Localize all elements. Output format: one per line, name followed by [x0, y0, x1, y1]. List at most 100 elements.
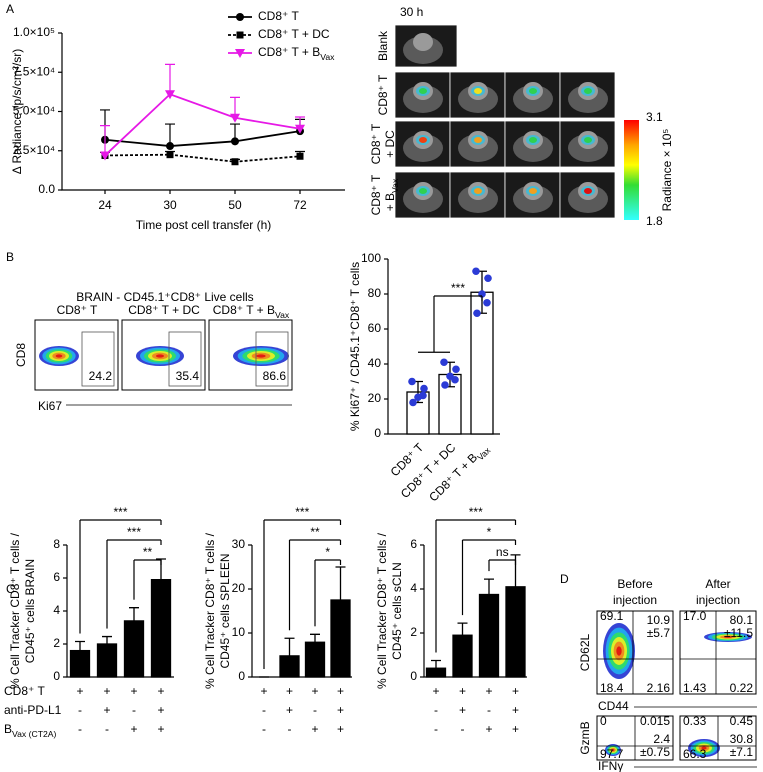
quadrant-value: ±5.7 [647, 626, 671, 640]
row-label-sub: Vax [390, 178, 400, 193]
quadrant-value: 69.1 [600, 609, 624, 623]
significance-label: *** [451, 281, 465, 295]
data-point [420, 384, 428, 393]
bar [505, 586, 526, 678]
legend-label: CD8⁺ T [258, 9, 299, 23]
row-label: BVax (CT2A) [4, 722, 57, 739]
signal [584, 188, 592, 194]
x-tick-label: 30 [163, 198, 177, 212]
quadrant-value: 30.8 [730, 732, 754, 746]
significance-label: ** [143, 545, 153, 559]
table-cell: - [461, 722, 465, 736]
quadrant-value: 0.22 [730, 681, 754, 695]
legend-label: CD8⁺ T + DC [258, 27, 330, 41]
colorbar-label: 1.8 [646, 214, 663, 228]
y-axis-title: % Cell Tracker CD8⁺ T cells / [8, 532, 22, 689]
density-blob [701, 746, 707, 750]
data-point [472, 267, 480, 276]
panel-label: C [6, 582, 15, 596]
table-cell: - [434, 722, 438, 736]
colorbar [624, 120, 639, 220]
column-header: injection [696, 593, 740, 607]
density-blob [256, 354, 266, 358]
signal [529, 88, 537, 94]
bar [150, 579, 172, 678]
signal [474, 188, 482, 194]
quadrant-value: 66.3 [683, 747, 707, 761]
row-label: CD8⁺ T [4, 684, 45, 698]
bar [330, 599, 351, 678]
mouse-head [413, 33, 433, 51]
table-cell: + [512, 703, 519, 717]
y-tick-label: 20 [232, 581, 246, 595]
significance-label: *** [113, 505, 127, 519]
marker [230, 113, 240, 123]
plot-label-sub: Vax [275, 310, 290, 320]
y-tick-label: 10 [232, 625, 246, 639]
table-cell: + [337, 722, 344, 736]
y-tick-label: 6 [410, 537, 417, 551]
y-tick-label: 0.0 [38, 182, 55, 196]
series-line [104, 93, 301, 157]
y-tick-label: 8 [53, 537, 60, 551]
plot-label-part: CD8⁺ T + B [213, 303, 275, 317]
y-tick-label: 7.5×10⁴ [13, 64, 55, 78]
error-bar [100, 125, 110, 156]
row-label: CD8⁺ T [369, 123, 383, 164]
y-tick-label: 4 [410, 581, 417, 595]
error-bar [335, 566, 346, 600]
marker [296, 152, 304, 160]
table-cell: - [105, 722, 109, 736]
significance-label: * [325, 545, 330, 559]
error-bar [102, 635, 112, 644]
table-cell: + [130, 684, 137, 698]
y-tick-label: 100 [361, 251, 381, 265]
flow-plot [679, 610, 757, 695]
table-cell: + [459, 703, 466, 717]
y-tick-label: 0 [374, 426, 381, 440]
plot-label: CD8⁺ T [57, 303, 98, 317]
column-header: injection [613, 593, 657, 607]
y-tick-label: 80 [368, 286, 382, 300]
plot-label: CD8⁺ T + DC [128, 303, 200, 317]
bar [304, 641, 326, 678]
y-axis-title: CD45⁺ cells BRAIN [23, 559, 37, 663]
error-bar [284, 637, 295, 656]
table-cell: - [132, 703, 136, 717]
x-tick-label: 24 [98, 198, 112, 212]
gate-value: 86.6 [263, 369, 287, 383]
table-cell: + [103, 684, 110, 698]
gate [168, 331, 202, 387]
legend-marker [235, 49, 245, 58]
significance-label: *** [469, 505, 483, 519]
y-tick-label: 20 [368, 391, 382, 405]
signal [419, 137, 427, 143]
table-cell: - [313, 703, 317, 717]
table-cell: - [78, 722, 82, 736]
x-tick-label: 50 [228, 198, 242, 212]
significance-label: ** [310, 525, 320, 539]
table-cell: + [485, 722, 492, 736]
quadrant-value: 2.16 [647, 681, 671, 695]
quadrant-value: 2.4 [653, 732, 670, 746]
y-tick-label: 1.0×10⁵ [13, 25, 55, 39]
panel-label: D [560, 572, 569, 586]
series-line [104, 153, 301, 163]
y-tick-label: 5.0×10⁴ [13, 104, 55, 118]
significance-label: *** [127, 525, 141, 539]
quadrant-value: 0.015 [640, 714, 670, 728]
row-label: CD8⁺ T [369, 174, 383, 215]
x-axis-title: CD44 [598, 699, 629, 713]
gate [81, 331, 115, 387]
y-tick-label: 0 [53, 669, 60, 683]
significance-label: *** [295, 505, 309, 519]
row-label-part: + B [383, 193, 397, 211]
data-point [451, 375, 459, 384]
legend-label: CD8⁺ T + BVax [258, 45, 335, 62]
column-header: After [705, 577, 730, 591]
y-tick-label: 2 [53, 636, 60, 650]
row-label-part: B [4, 722, 12, 736]
quadrant-value: ±7.1 [730, 745, 754, 759]
density-blob [156, 354, 164, 358]
data-point [408, 377, 416, 386]
